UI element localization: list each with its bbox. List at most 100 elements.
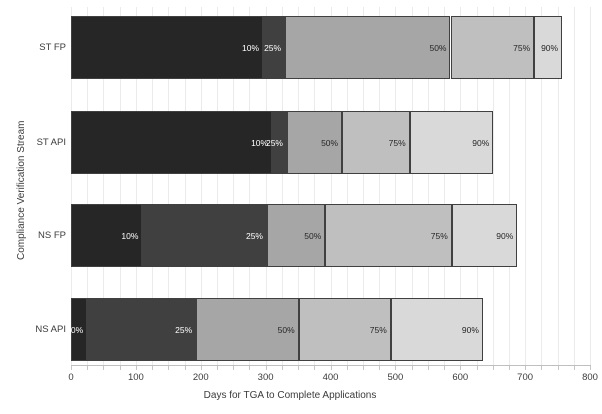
segment-label: 90% <box>461 324 479 335</box>
x-tick-label: 300 <box>257 372 274 383</box>
bar-segment: 75% <box>298 298 391 361</box>
segment-label: 90% <box>541 42 559 53</box>
bar-segment: 75% <box>342 111 410 174</box>
bar-segment: 10% <box>71 204 143 267</box>
x-axis-line <box>71 365 591 366</box>
gridline <box>103 7 105 365</box>
x-tick-label: 200 <box>192 372 209 383</box>
x-axis-tick <box>379 366 381 370</box>
gridline <box>476 7 478 365</box>
bar-segment: 50% <box>285 16 451 79</box>
segment-label: 75% <box>513 42 531 53</box>
x-axis-tick <box>152 366 154 370</box>
x-axis-tick <box>200 366 202 370</box>
bar-segment: 50% <box>196 298 299 361</box>
bar-segment: 25% <box>142 204 267 267</box>
x-axis-tick <box>71 366 72 370</box>
gridline <box>168 7 170 365</box>
y-axis-title: Compliance Verification Stream <box>16 120 27 260</box>
bar-segment: 10% <box>66 298 88 361</box>
x-axis-tick <box>557 366 559 370</box>
category-label: ST API <box>36 137 66 148</box>
x-axis-tick <box>103 366 105 370</box>
segment-label: 75% <box>369 324 387 335</box>
segment-label: 25% <box>245 230 263 241</box>
segment-label: 10% <box>241 42 259 53</box>
x-tick-label: 100 <box>127 372 144 383</box>
x-tick-label: 0 <box>68 372 74 383</box>
segment-label: 50% <box>277 324 295 335</box>
gridline <box>492 7 494 365</box>
bar-segment: 25% <box>266 111 287 174</box>
gridline <box>298 7 300 365</box>
gridline <box>508 7 510 365</box>
segment-label: 50% <box>321 137 339 148</box>
x-axis-tick <box>265 366 267 370</box>
x-axis-tick <box>233 366 235 370</box>
segment-label: 25% <box>175 324 193 335</box>
gridline <box>119 7 121 365</box>
segment-label: 10% <box>251 137 269 148</box>
segment-label: 90% <box>472 137 490 148</box>
x-axis-tick <box>281 366 283 370</box>
x-axis-tick <box>168 366 170 370</box>
x-axis-tick <box>298 366 300 370</box>
segment-label: 50% <box>429 42 447 53</box>
gridline <box>573 7 575 365</box>
gridline <box>314 7 316 365</box>
x-axis-tick <box>217 366 218 370</box>
x-axis-tick <box>87 366 89 370</box>
x-axis-tick <box>135 366 137 370</box>
x-axis-tick <box>184 366 186 370</box>
gridline <box>346 7 348 365</box>
segment-label: 50% <box>304 230 322 241</box>
bar-segment: 75% <box>325 204 452 267</box>
gridline <box>541 7 543 365</box>
x-tick-label: 400 <box>322 372 339 383</box>
bar-segment: 90% <box>390 298 483 361</box>
category-label: ST FP <box>39 42 66 53</box>
gridline <box>395 7 397 365</box>
x-axis-tick <box>330 366 332 370</box>
x-tick-label: 500 <box>387 372 404 383</box>
gridline <box>249 7 251 365</box>
bar-segment: 25% <box>87 298 197 361</box>
bar-segment: 10% <box>71 16 263 79</box>
x-axis-tick <box>476 366 478 370</box>
x-tick-label: 800 <box>582 372 598 383</box>
x-axis-tick <box>541 366 543 370</box>
segment-label: 25% <box>265 137 283 148</box>
x-axis-title: Days for TGA to Complete Applications <box>203 390 377 401</box>
gridline <box>135 7 137 365</box>
bar-segment: 25% <box>263 16 286 79</box>
gridline <box>71 7 72 365</box>
bar-segment: 90% <box>409 111 494 174</box>
gridline <box>379 7 381 365</box>
gridline <box>525 7 527 365</box>
category-label: NS FP <box>38 230 66 241</box>
x-axis-tick <box>444 366 445 370</box>
x-axis-tick <box>508 366 510 370</box>
x-axis-tick <box>362 366 364 370</box>
gridline <box>184 7 186 365</box>
gridline <box>87 7 89 365</box>
segment-label: 75% <box>430 230 448 241</box>
gridline <box>590 7 591 365</box>
bar-segment: 90% <box>451 204 518 267</box>
x-axis-tick <box>119 366 121 370</box>
x-tick-label: 600 <box>452 372 469 383</box>
x-tick-label: 700 <box>517 372 534 383</box>
x-axis-tick <box>427 366 429 370</box>
x-axis-tick <box>249 366 251 370</box>
bar-segment: 10% <box>71 111 273 174</box>
x-axis-tick <box>525 366 527 370</box>
gridline <box>217 7 218 365</box>
gridline <box>233 7 235 365</box>
gridline <box>330 7 332 365</box>
gridline <box>411 7 413 365</box>
gridline <box>200 7 202 365</box>
x-axis-tick <box>492 366 494 370</box>
gridline <box>265 7 267 365</box>
bar-segment: 50% <box>266 204 326 267</box>
